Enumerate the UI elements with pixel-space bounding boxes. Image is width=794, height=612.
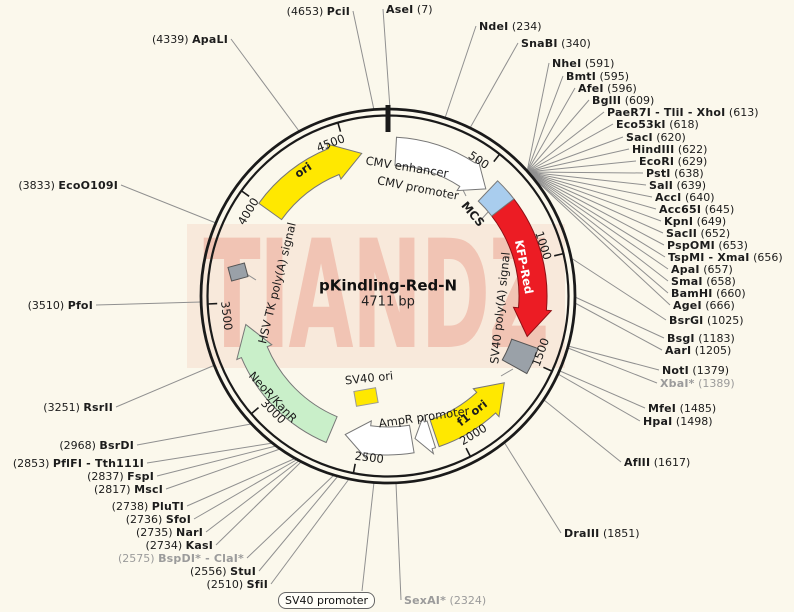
leader-line-agei (526, 171, 671, 306)
tick-2500 (352, 463, 356, 474)
leader-line-apali (230, 38, 300, 132)
leader-line-bsrgi (570, 257, 667, 321)
leader-line-eco53ki (526, 123, 614, 173)
leader-line-sfii (270, 478, 350, 585)
leader-line-xbai (567, 347, 658, 384)
leader-line-bsgi (574, 296, 665, 339)
feature-arc-mcs (477, 180, 515, 217)
feature-arc-f1-ori (429, 382, 505, 448)
leader-line-sfoi (193, 458, 299, 520)
leader-line-draiii (503, 441, 562, 534)
leader-line-ecori (526, 160, 637, 173)
leader-line-pflfi-tth111i (146, 442, 274, 464)
leader-line-sacii (526, 171, 664, 234)
leader-line-snabi (469, 42, 519, 129)
feature-arc-cmv-enhancer-promoter (394, 136, 487, 192)
leader-line-saci (526, 136, 624, 173)
decor-leader-6 (361, 481, 375, 592)
feature-box-sv40-ori (353, 387, 379, 407)
leader-line-kpni (526, 171, 662, 222)
decor-leader-2 (478, 210, 490, 223)
tick-500 (493, 153, 501, 163)
leader-line-bsrdi (136, 423, 252, 446)
leader-line-pfoi (95, 301, 202, 306)
leader-line-bmti (526, 75, 564, 173)
leader-line-noti (567, 345, 660, 371)
leader-line-nhei (526, 62, 550, 173)
tick-label-4000: 4000 (235, 195, 262, 227)
leader-line-tspmi-xmai (526, 171, 666, 258)
tick-label-2500: 2500 (354, 449, 385, 466)
leader-line-acc65i (526, 171, 657, 210)
leader-line-fspi (156, 445, 277, 477)
leader-line-aflii (543, 399, 622, 463)
leader-line-kasi (215, 460, 303, 546)
leader-line-mfei (559, 370, 646, 409)
decor-leader-5 (500, 368, 514, 377)
leader-line-nari (205, 459, 301, 533)
leader-line-sali (526, 171, 647, 186)
leader-line-paer7i-tlii-xhoi (526, 111, 605, 173)
leader-line-pluti (186, 457, 297, 507)
leader-line-smai (526, 171, 669, 282)
tick-2000 (465, 447, 472, 458)
leader-line-rsrii (115, 364, 216, 408)
leader-line-bspdi-clai (246, 474, 335, 559)
tick-1500 (543, 366, 553, 373)
feature-box-hsv-tk-polya (227, 262, 249, 282)
tick-4500 (336, 121, 342, 132)
leader-line-sexai (395, 482, 402, 601)
leader-line-stui (258, 475, 339, 572)
feature-arc-sv40-promoter (344, 420, 415, 460)
feature-arc-ampr-promoter (414, 415, 437, 455)
tick-1000 (554, 252, 565, 257)
leader-line-psti (526, 171, 644, 174)
leader-line-ecoo109i (120, 184, 217, 224)
leader-line-afei (526, 87, 576, 173)
leader-line-ndei (444, 25, 477, 119)
leader-line-bglii (526, 99, 590, 173)
backbone-ring-inner (206, 114, 570, 478)
feature-arc-sv40-polya (501, 338, 539, 375)
leader-line-bamhi (526, 171, 669, 294)
leader-line-pcii (352, 10, 375, 111)
leader-line-acci (526, 171, 653, 198)
feature-arc-neor-kanr (236, 323, 338, 444)
tick-4000 (240, 189, 250, 197)
leader-line-hindiii (526, 148, 630, 173)
feature-arc-ori (258, 143, 363, 221)
leader-line-asei (382, 8, 391, 110)
tick-label-3500: 3500 (218, 300, 235, 331)
leader-line-pspomi (526, 171, 665, 246)
feature-arc-kfp-red (490, 198, 553, 338)
leader-line-apai (526, 171, 669, 270)
leader-line-aari (574, 302, 663, 351)
tick-label-1500: 1500 (529, 336, 552, 368)
tick-3000 (250, 406, 260, 415)
leader-line-hpai (557, 373, 641, 422)
leader-line-msci (165, 448, 281, 490)
